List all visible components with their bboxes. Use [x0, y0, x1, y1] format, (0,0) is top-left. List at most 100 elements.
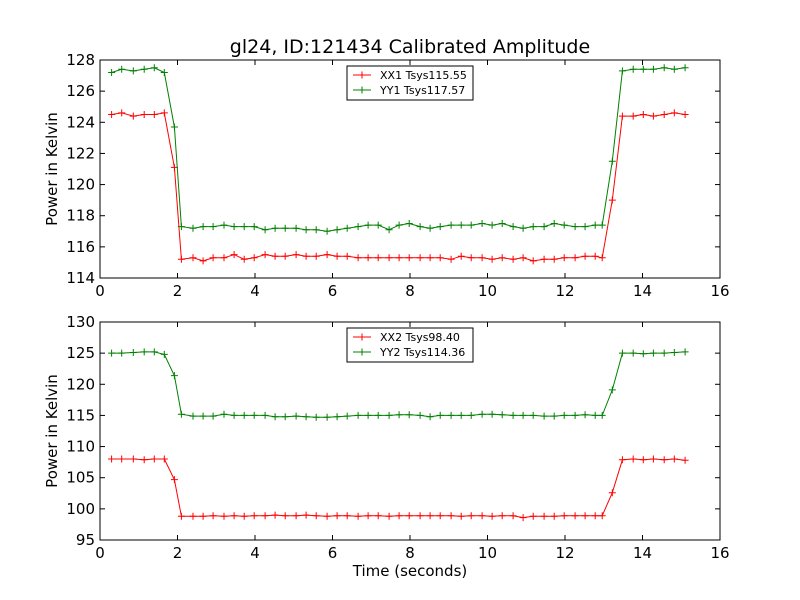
chart-1-series-1-point — [598, 254, 606, 262]
chart-2-series-2-point — [209, 412, 217, 420]
chart-2-series-1-point — [385, 512, 393, 520]
chart-2-series-2-point — [519, 411, 527, 419]
chart-1-series-1-point — [230, 251, 238, 259]
chart-2-series-2-point — [618, 349, 626, 357]
chart-1-series-2-point — [343, 224, 351, 232]
chart-2-x-tick-label: 14 — [633, 544, 652, 562]
chart-2-series-2-point — [220, 410, 228, 418]
chart-1-series-2-point — [374, 221, 382, 229]
chart-2-series-1-point — [581, 512, 589, 520]
chart-2-series-1-point — [343, 512, 351, 520]
chart-1-series-1-point — [302, 252, 310, 260]
chart-2-series-1-line — [111, 458, 686, 519]
chart-2-series-1-point — [550, 512, 558, 520]
chart-1-series-2-point — [199, 223, 207, 231]
chart-1-series-1-point — [118, 109, 126, 117]
chart-1-y-tick-label: 116 — [66, 238, 95, 256]
chart-2-series-2-point — [108, 349, 116, 357]
chart-1-series-1-point — [333, 252, 341, 260]
chart-2-series-2-point — [395, 411, 403, 419]
chart-2-series-1-point — [292, 512, 300, 520]
chart-2-series-2-point — [426, 413, 434, 421]
chart-1-series-1-point — [281, 252, 289, 260]
chart-1-series-1-point — [323, 251, 331, 259]
chart-2-series-1-point — [416, 512, 424, 520]
chart-2-series-1-point — [509, 512, 517, 520]
chart-2-series-1-point — [240, 512, 248, 520]
chart-1-series-2-point — [271, 224, 279, 232]
chart-1-legend-label-1: XX1 Tsys115.55 — [380, 69, 467, 82]
chart-1-series-2-point — [364, 221, 372, 229]
chart-1-series-2-point — [608, 157, 616, 165]
chart-2-series-1-point — [591, 512, 599, 520]
chart-1-series-1-point — [550, 255, 558, 263]
chart-2-y-tick-label: 130 — [66, 313, 95, 331]
chart-2-series-1-point — [150, 455, 158, 463]
chart-1-series-1-point — [447, 255, 455, 263]
chart-1-series-1-point — [591, 252, 599, 260]
chart-2-series-2-point — [550, 412, 558, 420]
chart-1-series-1-point — [395, 254, 403, 262]
chart-2-series-2-point — [591, 411, 599, 419]
chart-1-x-tick-label: 0 — [95, 282, 105, 300]
chart-2-x-tick-label: 10 — [478, 544, 497, 562]
chart-2-series-2-point — [447, 411, 455, 419]
chart-1-x-tick-label: 10 — [478, 282, 497, 300]
chart-2-series-1-point — [271, 511, 279, 519]
chart-2-series-1-point — [498, 512, 506, 520]
chart-1-series-1-point — [354, 254, 362, 262]
chart-2-series-2-point — [323, 413, 331, 421]
chart-1-series-2-point — [261, 226, 269, 234]
chart-1-series-2-point — [591, 221, 599, 229]
chart-1-series-1-point — [177, 255, 185, 263]
chart-2-series-2-point — [199, 412, 207, 420]
chart-title: gl24, ID:121434 Calibrated Amplitude — [230, 36, 590, 58]
chart-1-series-2-point — [250, 223, 258, 231]
chart-1-series-1-point — [426, 254, 434, 262]
chart-2-series-2-point — [670, 349, 678, 356]
chart-2-x-tick-label: 8 — [405, 544, 415, 562]
chart-2-series-2-point — [467, 411, 475, 419]
chart-2-y-tick-label: 100 — [66, 500, 95, 518]
chart-2-series-2-point — [302, 413, 310, 421]
chart-2-series-2-point — [608, 386, 616, 394]
chart-2-series-1-point — [405, 512, 413, 520]
chart-2-x-tick-label: 2 — [173, 544, 183, 562]
chart-1-series-1-point — [519, 254, 527, 262]
chart-1-series-1-point — [405, 254, 413, 262]
chart-2-series-2-point — [230, 411, 238, 419]
chart-1-series-1-point — [670, 109, 678, 117]
chart-1-series-1-point — [250, 254, 258, 262]
chart-2-series-1-point — [333, 512, 341, 520]
chart-1-series-1-point — [660, 111, 668, 118]
chart-2-legend-label-2: YY2 Tsys114.36 — [379, 346, 465, 359]
chart-1-series-2-point — [629, 65, 637, 73]
chart-2-series-2-point — [416, 411, 424, 419]
chart-2-series-2-point — [170, 372, 178, 380]
chart-2-series-1-point — [529, 512, 537, 520]
chart-2-series-2-point — [333, 413, 341, 421]
chart-2-series-2-point — [681, 348, 689, 356]
chart-2-series-1-point — [395, 512, 403, 520]
chart-2-x-tick-label: 6 — [328, 544, 338, 562]
chart-1-x-tick-label: 2 — [173, 282, 183, 300]
chart-1-series-1-point — [629, 112, 637, 120]
chart-1-x-tick-label: 16 — [710, 282, 729, 300]
chart-2-series-2-point — [177, 410, 185, 418]
chart-1-series-1-point — [436, 254, 444, 262]
chart-1-series-2-point — [660, 64, 668, 72]
chart-2-series-2-point — [560, 411, 568, 419]
chart-2-series-1-point — [118, 455, 126, 463]
chart-1-series-2-point — [681, 64, 689, 72]
chart-1-series-2-point — [312, 226, 320, 234]
chart-2-series-1-point — [560, 512, 568, 520]
chart-1-series-2-point — [405, 220, 413, 227]
chart-1-series-1-line — [111, 112, 686, 262]
chart-1-series-1-point — [140, 111, 148, 118]
chart-1-series-2-point — [170, 123, 178, 131]
chart-1-x-tick-label: 4 — [250, 282, 260, 300]
chart-2-series-1-point — [230, 512, 238, 520]
chart-2-series-2-point — [240, 411, 248, 419]
chart-1-x-tick-label: 8 — [405, 282, 415, 300]
